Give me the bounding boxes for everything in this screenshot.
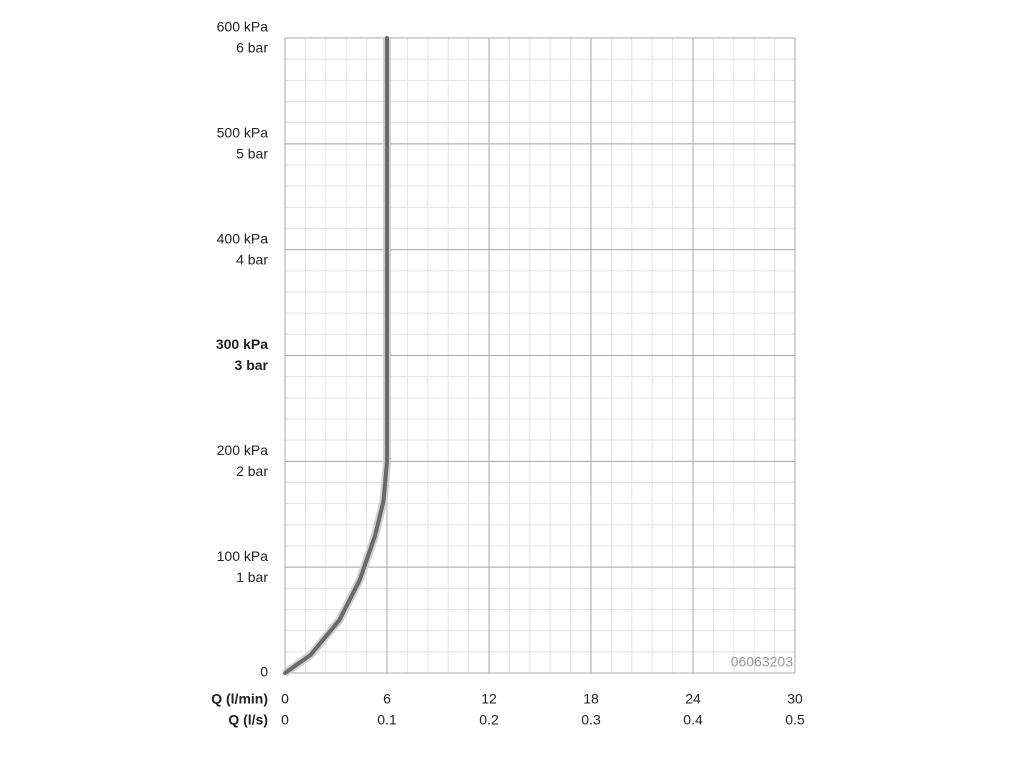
y-tick-label-bar: 3 bar: [235, 357, 269, 373]
x2-tick-label: 0.4: [683, 712, 703, 728]
x-tick-label: 24: [685, 691, 701, 707]
x-tick-label: 12: [481, 691, 497, 707]
y-tick-label: 200 kPa: [217, 442, 269, 458]
x-tick-label: 6: [383, 691, 391, 707]
x2-tick-label: 0.5: [785, 712, 805, 728]
y-tick-label-bar: 2 bar: [236, 463, 268, 479]
x-tick-label: 18: [583, 691, 599, 707]
line: [283, 36, 389, 675]
x2-tick-label: 0.3: [581, 712, 601, 728]
x-tick-label: 0: [281, 691, 289, 707]
y-tick-label: 400 kPa: [217, 230, 269, 246]
y-tick-label: 600 kPa: [217, 19, 269, 35]
y-tick-label-bar: 5 bar: [236, 146, 268, 162]
annotation: 06063203: [731, 654, 794, 670]
x2-axis-label: Q (l/s): [228, 712, 268, 728]
y-tick-label: 0: [260, 664, 268, 680]
y-tick-label-bar: 1 bar: [236, 569, 268, 585]
y-tick-label-bar: 6 bar: [236, 40, 268, 56]
y-tick-label: 300 kPa: [216, 336, 268, 352]
y-tick-label: 500 kPa: [217, 125, 269, 141]
x-tick-label: 30: [787, 691, 803, 707]
x2-tick-label: 0.2: [479, 712, 499, 728]
x-axis-label: Q (l/min): [211, 691, 268, 707]
y-tick-label-bar: 4 bar: [236, 251, 268, 267]
x2-tick-label: 0.1: [377, 712, 397, 728]
x2-tick-label: 0: [281, 712, 289, 728]
y-tick-label: 100 kPa: [217, 548, 269, 564]
